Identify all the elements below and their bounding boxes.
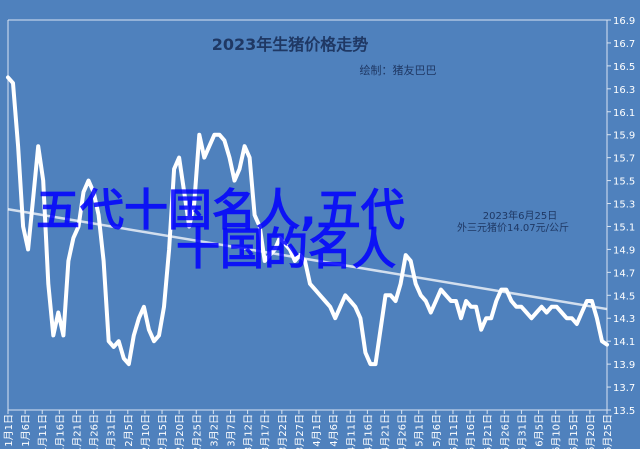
series-group (6, 75, 609, 367)
x-tick-label: 6月20日 (585, 414, 597, 449)
x-tick-label: 2月15日 (157, 414, 169, 449)
y-tick-label: 15.9 (613, 131, 635, 142)
watermark-line-1: 五代十国名人,五代 (36, 185, 405, 236)
x-tick-label: 6月25日 (602, 414, 614, 449)
y-tick-label: 14.3 (613, 314, 635, 325)
x-tick-label: 3月7日 (225, 414, 237, 447)
annotation-line-1: 2023年6月25日 (483, 209, 558, 222)
y-tick-label: 14.1 (613, 337, 635, 348)
x-tick-label: 4月1日 (311, 414, 323, 447)
x-tick-label: 5月31日 (516, 414, 528, 449)
y-tick-label: 13.7 (613, 383, 635, 394)
axes: 13.5 13.7 13.9 14.1 14.3 14.5 14.7 14.9 15.1 15.3… (3, 16, 635, 449)
y-tick-label: 14.5 (613, 291, 635, 302)
x-tick-label: 1月16日 (54, 414, 66, 449)
x-tick-label: 4月11日 (345, 414, 357, 449)
x-tick-label: 2月5日 (123, 414, 135, 447)
x-tick-label: 4月26日 (397, 414, 409, 449)
x-tick-label: 6月5日 (534, 414, 546, 447)
x-tick-label: 5月26日 (499, 414, 511, 449)
x-tick-label: 6月15日 (568, 414, 580, 449)
x-tick-label: 5月16日 (465, 414, 477, 449)
x-tick-label: 1月31日 (106, 414, 118, 449)
x-tick-label: 3月22日 (277, 414, 289, 449)
y-tick-label: 13.9 (613, 360, 635, 371)
x-tick-label: 2月25日 (191, 414, 203, 449)
x-tick-label: 4月6日 (328, 414, 340, 447)
watermark-line-2: 十国的名人 (176, 224, 396, 275)
x-tick-label: 2月20日 (174, 414, 186, 449)
chart-title: 2023年生猪价格走势 (212, 35, 369, 54)
x-tick-label: 5月1日 (414, 414, 426, 447)
x-tick-label: 1月6日 (20, 414, 32, 447)
x-tick-label: 3月12日 (243, 414, 255, 449)
y-tick-label: 15.7 (613, 154, 635, 165)
y-tick-label: 16.3 (613, 85, 635, 96)
x-tick-label: 6月10日 (551, 414, 563, 449)
x-tick-label: 2月10日 (140, 414, 152, 449)
y-tick-label: 15.5 (613, 177, 635, 188)
x-tick-label: 3月27日 (294, 414, 306, 449)
x-tick-label: 1月21日 (71, 414, 83, 449)
y-tick-label: 14.7 (613, 268, 635, 279)
y-tick-label: 16.7 (613, 39, 635, 50)
x-tick-label: 3月2日 (208, 414, 220, 447)
price-series-line (6, 75, 609, 367)
chart-subtitle: 绘制：猪友巴巴 (360, 63, 437, 77)
x-tick-label: 1月26日 (89, 414, 101, 449)
y-tick-label: 16.1 (613, 108, 635, 119)
x-tick-label: 5月6日 (431, 414, 443, 447)
y-tick-label: 15.3 (613, 200, 635, 211)
x-tick-label: 1月1日 (3, 414, 15, 447)
x-tick-label: 1月11日 (37, 414, 49, 449)
x-tick-label: 5月21日 (482, 414, 494, 449)
y-tick-label: 14.9 (613, 245, 635, 256)
x-tick-label: 4月16日 (362, 414, 374, 449)
annotation-line-2: 外三元猪价14.07元/公斤 (457, 222, 569, 234)
x-tick-label: 4月21日 (380, 414, 392, 449)
x-tick-label: 5月11日 (448, 414, 460, 449)
y-tick-label: 16.9 (613, 16, 635, 27)
x-tick-label: 3月17日 (260, 414, 272, 449)
y-tick-label: 13.5 (613, 406, 635, 417)
y-tick-label: 16.5 (613, 62, 635, 73)
y-tick-label: 15.1 (613, 222, 635, 233)
